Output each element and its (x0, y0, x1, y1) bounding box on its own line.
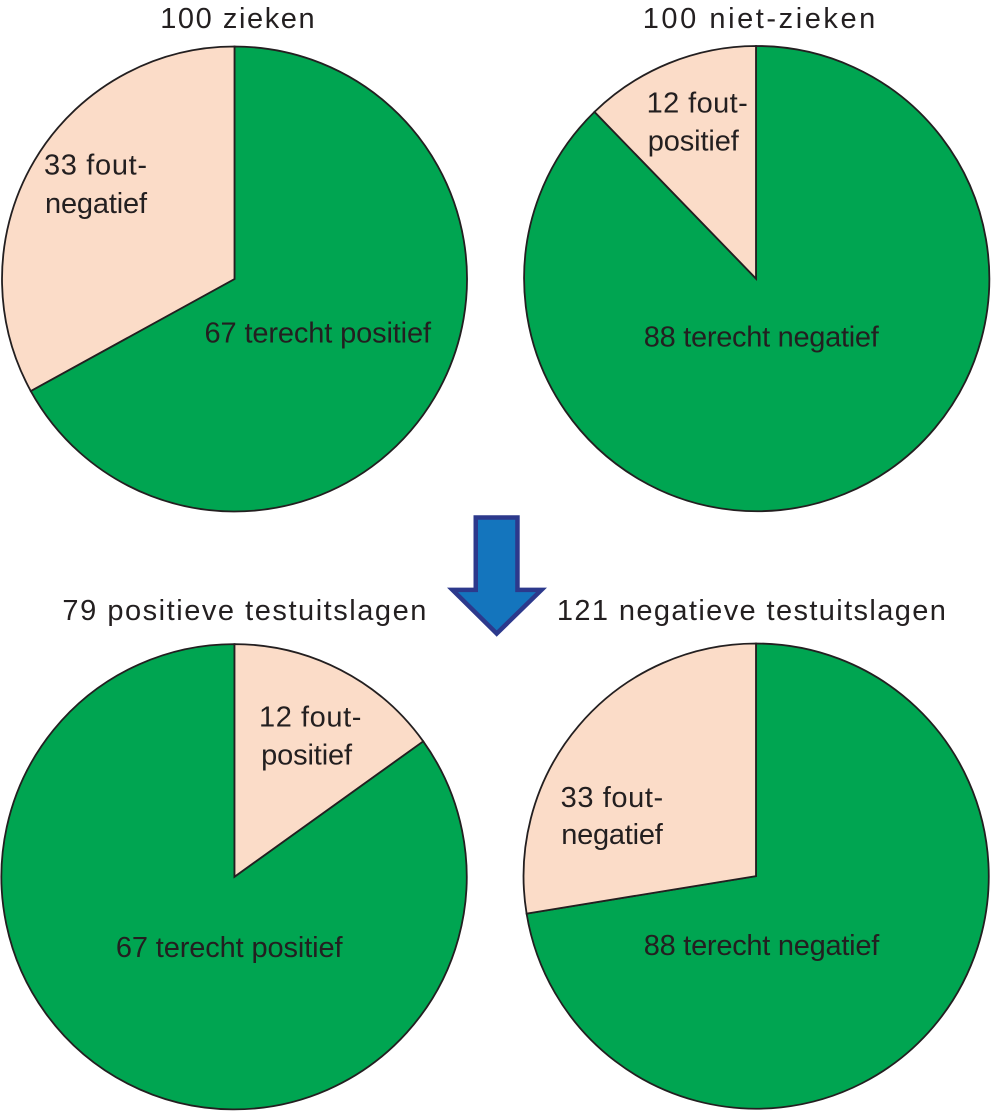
svg-text:33 fout-: 33 fout- (44, 150, 147, 182)
svg-text:negatief: negatief (561, 819, 664, 851)
svg-text:79 positieve testuitslagen: 79 positieve testuitslagen (62, 595, 426, 627)
svg-text:33 fout-: 33 fout- (561, 782, 664, 814)
svg-text:67 terecht positief: 67 terecht positief (116, 932, 344, 964)
svg-text:88 terecht negatief: 88 terecht negatief (644, 322, 880, 354)
svg-text:positief: positief (261, 740, 353, 772)
svg-text:negatief: negatief (45, 188, 148, 220)
svg-text:12 fout-: 12 fout- (647, 88, 748, 120)
svg-text:88 terecht negatief: 88 terecht negatief (644, 930, 880, 962)
svg-text:12 fout-: 12 fout- (259, 702, 361, 734)
svg-text:100 niet-zieken: 100 niet-zieken (643, 3, 876, 35)
svg-text:positief: positief (648, 125, 740, 157)
svg-text:100 zieken: 100 zieken (160, 3, 314, 35)
svg-text:121 negatieve testuitslagen: 121 negatieve testuitslagen (557, 595, 946, 627)
svg-text:67 terecht positief: 67 terecht positief (205, 318, 432, 350)
